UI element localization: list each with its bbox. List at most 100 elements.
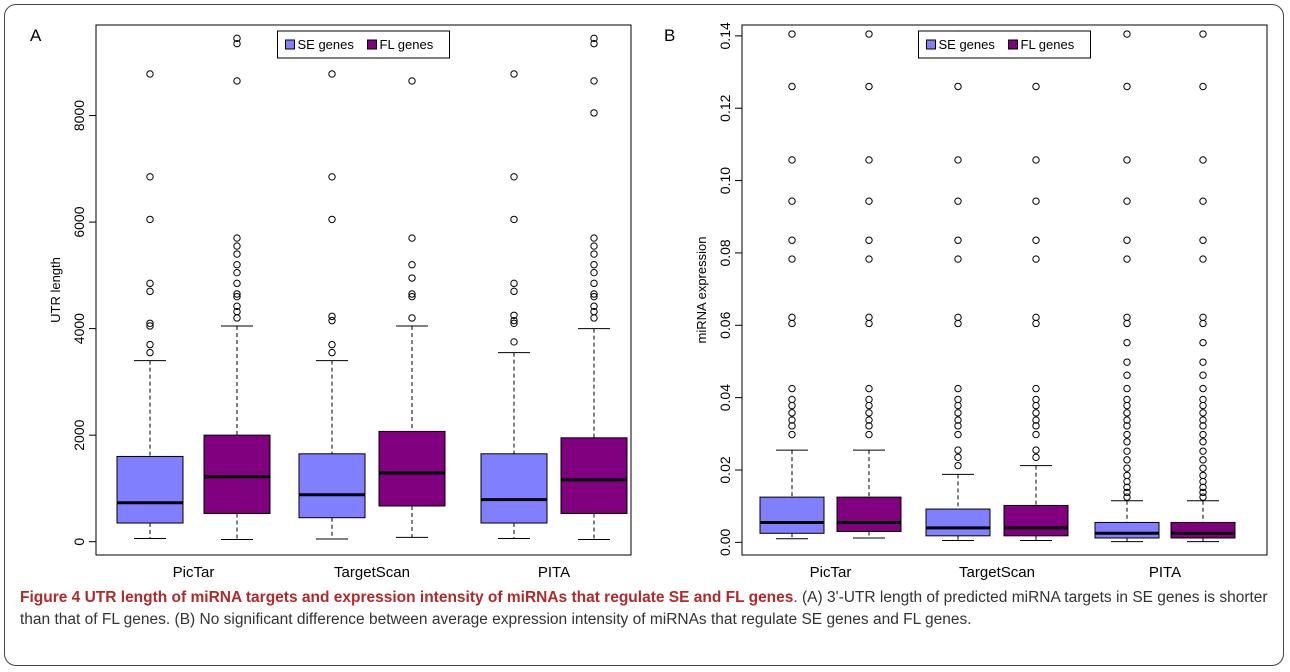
y-axis-label: miRNA expression — [694, 237, 709, 344]
category-label: TargetScan — [959, 564, 1035, 581]
outlier-point — [408, 314, 416, 322]
outlier-point — [1199, 438, 1207, 446]
outlier-point — [1032, 401, 1040, 410]
outlier-point — [1032, 313, 1040, 322]
outlier-point — [1199, 456, 1207, 464]
outlier-point — [510, 70, 518, 78]
outlier-point — [146, 340, 154, 349]
outlier-point — [954, 453, 962, 462]
outlier-point — [865, 30, 873, 38]
box-body — [480, 453, 548, 524]
outlier-point — [146, 215, 154, 224]
outlier-point — [865, 384, 873, 393]
outlier-point — [1032, 384, 1040, 393]
outlier-point — [1123, 82, 1131, 91]
y-tick-label: 8000 — [71, 100, 87, 131]
outlier-point — [1199, 488, 1207, 497]
outlier-point — [865, 422, 873, 430]
box-fl-targetscan — [378, 34, 446, 538]
outlier-point — [954, 156, 962, 164]
outlier-point — [1123, 371, 1131, 379]
outlier-point — [1032, 395, 1040, 404]
y-tick-label: 0.02 — [717, 456, 733, 483]
outlier-point — [328, 173, 336, 181]
outlier-point — [865, 197, 873, 205]
outlier-point — [233, 268, 241, 277]
outlier-point — [865, 313, 873, 322]
y-tick-label: 0.12 — [717, 94, 733, 121]
outlier-point — [1123, 338, 1131, 347]
category-label: PITA — [538, 564, 570, 581]
outlier-point — [788, 395, 796, 404]
legend-box — [277, 30, 450, 59]
outlier-point — [408, 77, 416, 85]
outlier-point — [1199, 447, 1207, 455]
caption-title: Figure 4 UTR length of miRNA targets and… — [20, 589, 794, 606]
box-body — [378, 430, 446, 507]
outlier-point — [865, 319, 873, 328]
box-se-pita — [480, 70, 548, 539]
outlier-point — [146, 287, 154, 296]
box-body — [1170, 521, 1236, 539]
outlier-point — [590, 109, 598, 117]
outlier-point — [865, 416, 873, 424]
outlier-point — [1199, 384, 1207, 393]
box-se-targetscan — [298, 70, 366, 540]
outlier-point — [1199, 422, 1207, 430]
outlier-point — [510, 287, 518, 296]
y-tick-label: 0.10 — [717, 167, 733, 194]
outlier-point — [954, 319, 962, 328]
outlier-point — [1123, 447, 1131, 455]
legend-swatch — [1008, 39, 1018, 50]
outlier-point — [1032, 409, 1040, 417]
legend: SE genes FL genes — [277, 30, 450, 59]
box-body — [560, 437, 628, 514]
outlier-point — [590, 260, 598, 269]
legend-box — [918, 30, 1091, 59]
outlier-point — [788, 416, 796, 424]
legend-swatch — [367, 39, 377, 50]
outlier-point — [1199, 471, 1207, 480]
outlier-point — [788, 319, 796, 328]
y-tick-label: 2000 — [71, 419, 87, 450]
legend: SE genes FL genes — [918, 30, 1091, 59]
category-label: TargetScan — [334, 564, 410, 581]
outlier-point — [1123, 416, 1131, 424]
outlier-point — [1199, 483, 1207, 492]
outlier-point — [865, 401, 873, 410]
outlier-point — [1199, 156, 1207, 164]
outlier-point — [954, 384, 962, 393]
outlier-point — [865, 236, 873, 244]
legend-label: SE genes — [298, 37, 355, 52]
outlier-point — [233, 292, 241, 301]
outlier-point — [328, 312, 336, 321]
outlier-point — [233, 279, 241, 288]
outlier-point — [233, 307, 241, 316]
outlier-point — [788, 82, 796, 91]
outlier-point — [510, 319, 518, 327]
y-tick-label: 0.04 — [717, 384, 733, 411]
outlier-point — [1123, 456, 1131, 464]
box-fl-pita — [1170, 30, 1236, 543]
outlier-point — [865, 156, 873, 164]
category-label: PicTar — [173, 564, 215, 581]
outlier-point — [954, 416, 962, 424]
outlier-point — [590, 279, 598, 288]
outlier-point — [1123, 464, 1131, 472]
outlier-point — [1123, 471, 1131, 480]
outlier-point — [1123, 156, 1131, 164]
figure-caption: Figure 4 UTR length of miRNA targets and… — [20, 587, 1270, 631]
outlier-point — [788, 255, 796, 263]
outlier-point — [1123, 395, 1131, 404]
outlier-point — [328, 70, 336, 78]
box-fl-pictar — [836, 30, 902, 539]
outlier-point — [954, 82, 962, 91]
plot-frame — [95, 24, 632, 556]
outlier-point — [788, 30, 796, 38]
outlier-point — [1199, 358, 1207, 366]
outlier-point — [233, 39, 241, 48]
outlier-point — [146, 319, 154, 327]
outlier-point — [865, 82, 873, 91]
outlier-point — [1199, 30, 1207, 38]
outlier-point — [1123, 384, 1131, 393]
